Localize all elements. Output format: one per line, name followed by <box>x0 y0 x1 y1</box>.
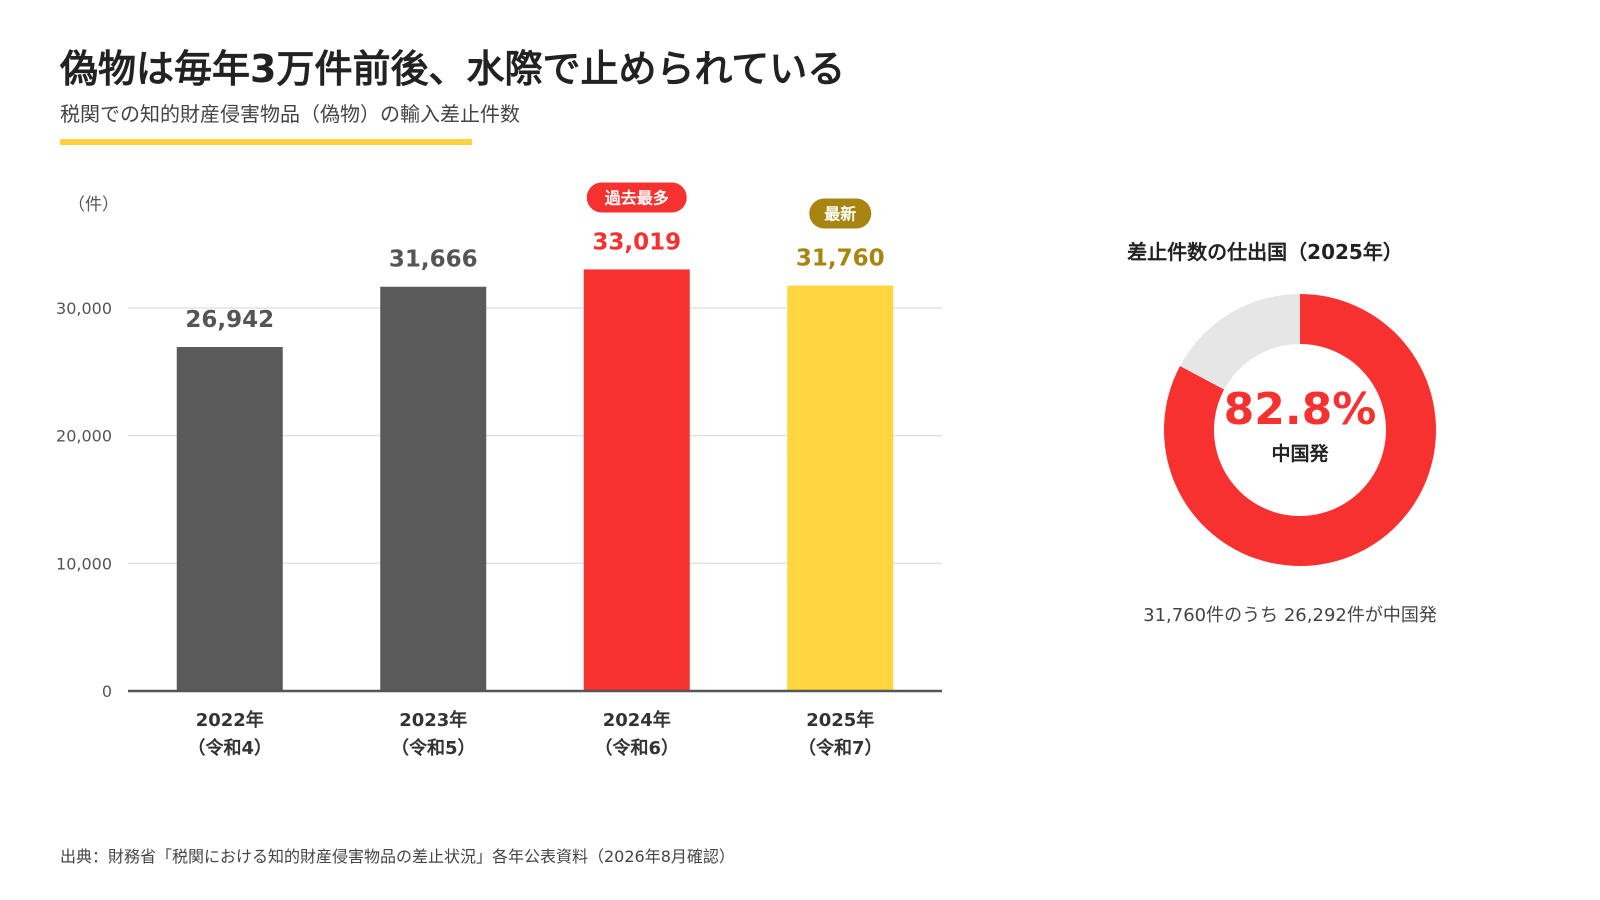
donut-center-label: 中国発 <box>1271 442 1329 465</box>
page-title: 偽物は毎年3万件前後、水際で止められている <box>60 47 846 91</box>
x-tick-label: 2023年 <box>399 709 467 731</box>
x-tick-sublabel: （令和5） <box>391 737 476 759</box>
donut-chart-title: 差止件数の仕出国（2025年） <box>1127 240 1403 264</box>
source-note: 出典：財務省「税関における知的財産侵害物品の差止状況」各年公表資料（2026年8… <box>60 847 735 866</box>
x-tick-sublabel: （令和7） <box>798 737 883 759</box>
x-tick-label: 2024年 <box>603 709 671 731</box>
x-tick-label: 2022年 <box>196 709 264 731</box>
donut-center-value: 82.8% <box>1224 384 1377 435</box>
y-tick-label: 0 <box>102 682 112 701</box>
x-tick-sublabel: （令和6） <box>594 737 679 759</box>
donut-chart: 82.8% 中国発 <box>1164 294 1436 566</box>
x-tick-sublabel: （令和4） <box>187 737 272 759</box>
bar-value-label: 31,760 <box>796 246 885 272</box>
bar-value-label: 26,942 <box>185 307 274 333</box>
badge <box>809 198 872 229</box>
donut-slice <box>1180 294 1300 390</box>
bar-2023年 <box>380 286 487 691</box>
title-accent-line <box>60 139 472 145</box>
page-subtitle: 税関での知的財産侵害物品（偽物）の輸入差止件数 <box>60 102 520 126</box>
bar-2025年 <box>787 285 894 691</box>
donut-slice <box>1164 294 1436 566</box>
donut-note: 31,760件のうち 26,292件が中国発 <box>1143 605 1437 626</box>
bar-value-label: 33,019 <box>592 229 681 255</box>
badge-label: 過去最多 <box>604 188 669 207</box>
bar-2022年 <box>176 347 283 691</box>
x-tick-label: 2025年 <box>806 709 874 731</box>
bar-value-label: 31,666 <box>389 247 478 273</box>
y-tick-label: 20,000 <box>56 427 112 446</box>
bar-chart: 0 10,000 20,000 30,000 26,942 2022年 （令和4） 31,66… <box>56 182 942 759</box>
badge <box>586 182 687 213</box>
y-tick-label: 10,000 <box>56 554 112 573</box>
badge-label: 最新 <box>824 205 856 224</box>
bar-2024年 <box>583 269 690 691</box>
y-axis-unit-label: （件） <box>68 195 119 215</box>
y-tick-label: 30,000 <box>56 299 112 318</box>
